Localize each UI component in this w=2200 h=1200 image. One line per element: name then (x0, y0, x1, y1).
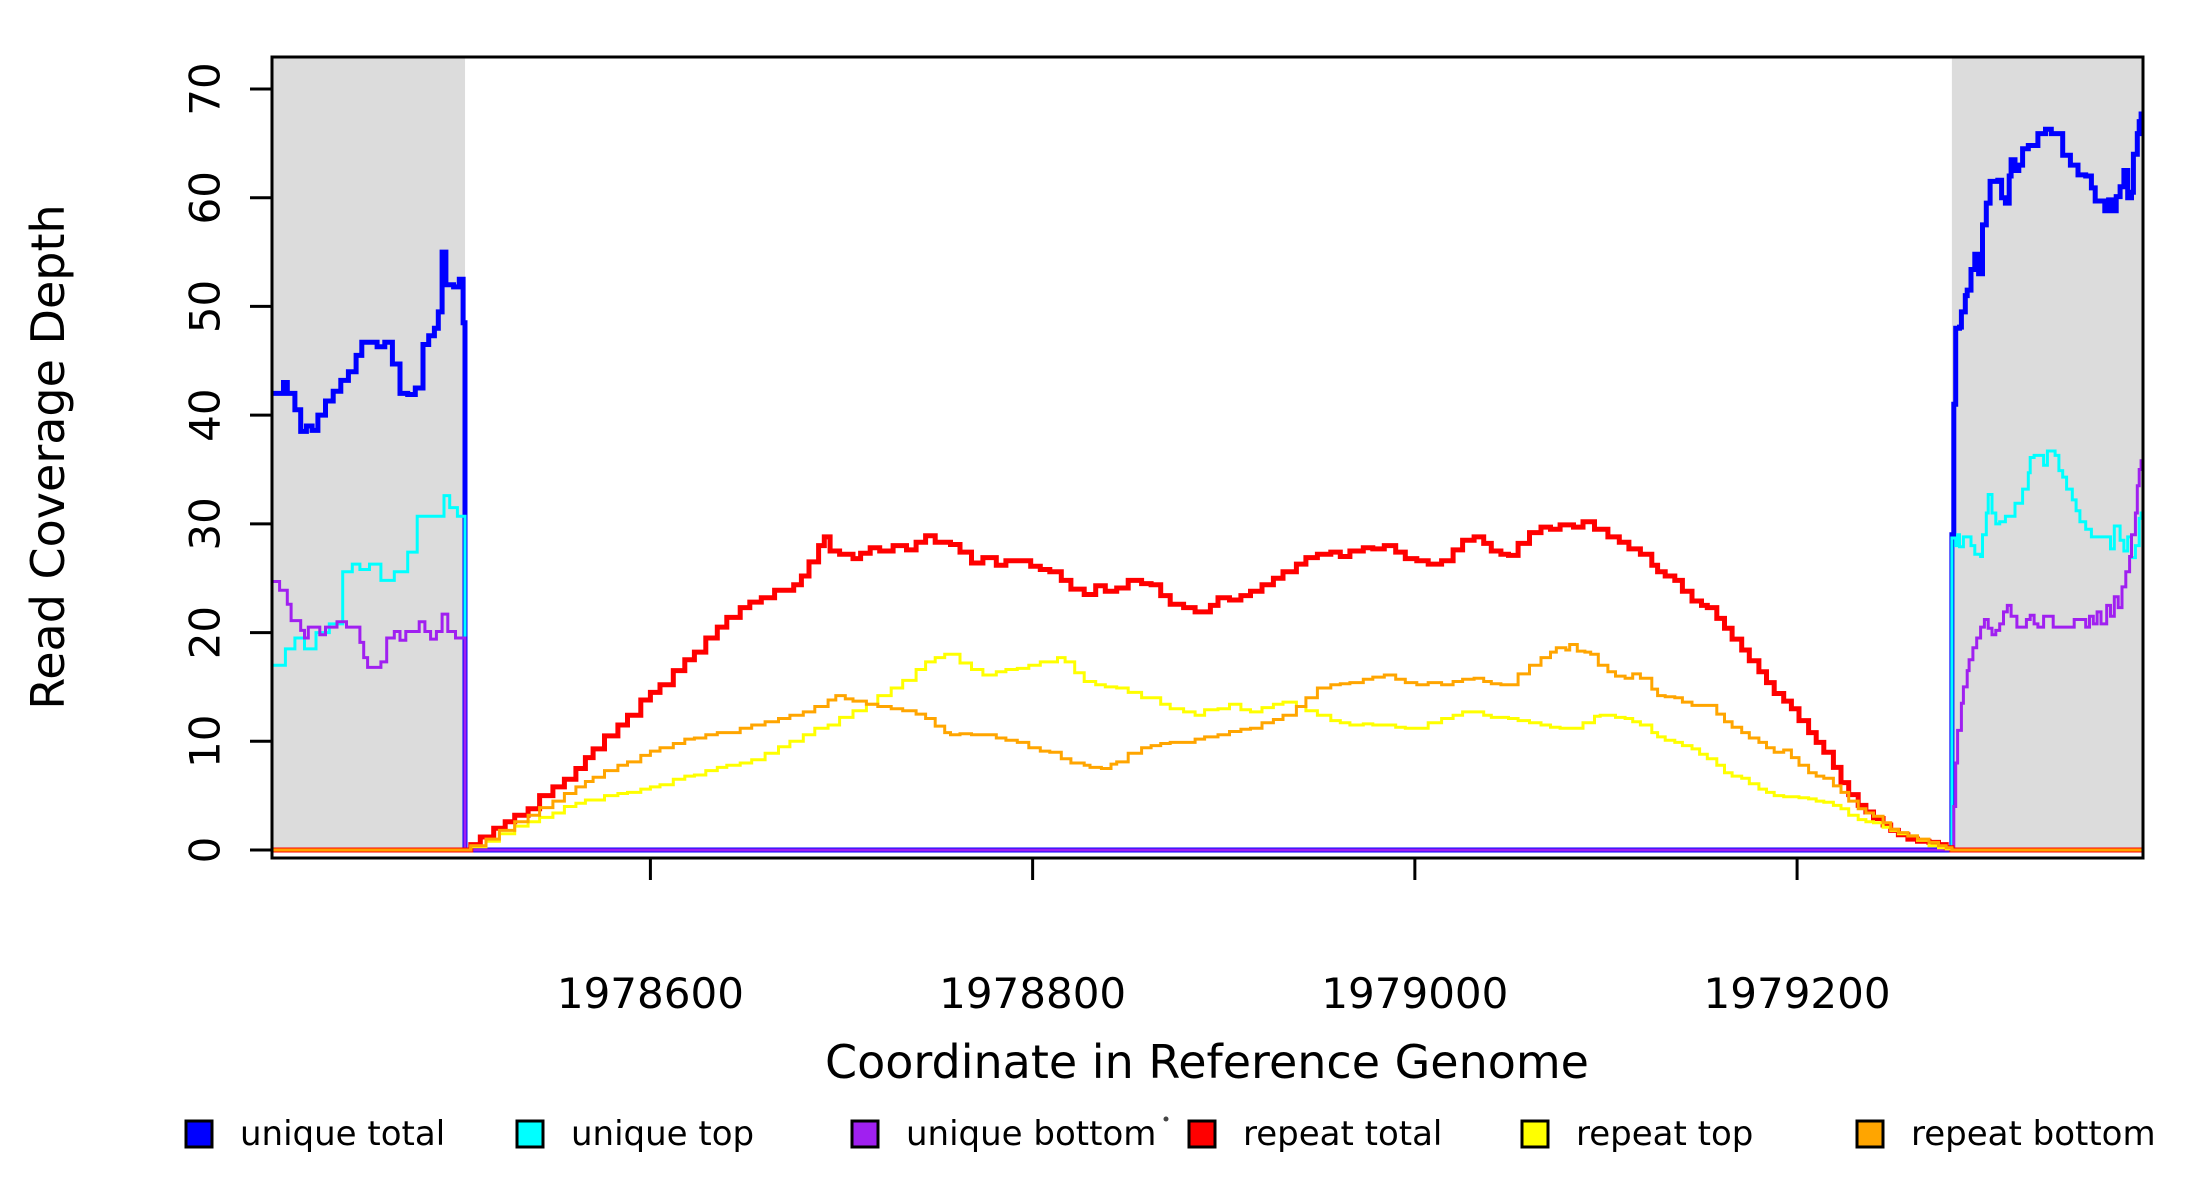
legend-item-repeat-top: repeat top (1520, 1114, 1753, 1154)
legend-label: repeat total (1243, 1114, 1442, 1154)
series-line-repeat-top (272, 652, 2143, 852)
series-line-unique-total (272, 111, 2144, 853)
y-tick-label: 20 (181, 606, 230, 659)
legend-item-unique-top: unique top (515, 1114, 754, 1154)
x-axis-title: Coordinate in Reference Genome (825, 1035, 1589, 1089)
series-line-unique-bottom (272, 459, 2143, 852)
x-axis: 1978600 1978800 1979000 1979200 (557, 858, 1891, 1018)
legend-label: repeat bottom (1911, 1114, 2156, 1154)
series-line-repeat-bottom (272, 643, 2143, 852)
series-line-unique-top (272, 449, 2143, 852)
legend-item-unique-total: unique total (184, 1114, 445, 1154)
y-tick-label: 50 (181, 280, 230, 333)
y-tick-label: 60 (181, 171, 230, 224)
plot-border (270, 55, 2145, 860)
legend-swatch (184, 1119, 214, 1149)
x-tick-label: 1978800 (939, 969, 1126, 1018)
series-lines (272, 111, 2144, 853)
legend-swatch (1187, 1119, 1217, 1149)
legend-swatch (515, 1119, 545, 1149)
legend-swatch (1520, 1119, 1550, 1149)
legend-swatch (850, 1119, 880, 1149)
legend-item-repeat-bottom: repeat bottom (1855, 1114, 2156, 1154)
legend-label: unique bottom (906, 1114, 1156, 1154)
y-tick-label: 70 (181, 62, 230, 115)
y-axis-title: Read Coverage Depth (21, 204, 75, 709)
y-tick-label: 40 (181, 388, 230, 441)
legend: unique total unique top unique bottom repea… (184, 1114, 2156, 1154)
legend-item-repeat-total: repeat total (1187, 1114, 1442, 1154)
shaded-region-left (272, 58, 466, 850)
x-tick-label: 1978600 (557, 969, 744, 1018)
x-tick-label: 1979000 (1321, 969, 1508, 1018)
y-tick-label: 10 (181, 715, 230, 768)
series-line-repeat-total (272, 519, 2143, 853)
x-tick-label: 1979200 (1704, 969, 1891, 1018)
y-axis: 0 10 20 30 40 50 60 70 (181, 62, 272, 864)
plot-box (270, 55, 2145, 860)
legend-swatch (1855, 1119, 1885, 1149)
y-tick-label: 30 (181, 497, 230, 550)
legend-label: unique top (571, 1114, 754, 1154)
stray-dot (1163, 1116, 1169, 1122)
legend-label: unique total (240, 1114, 445, 1154)
legend-label: repeat top (1576, 1114, 1753, 1154)
y-tick-label: 0 (181, 837, 230, 864)
legend-item-unique-bottom: unique bottom (850, 1114, 1156, 1154)
shaded-unique-regions (272, 58, 2143, 850)
